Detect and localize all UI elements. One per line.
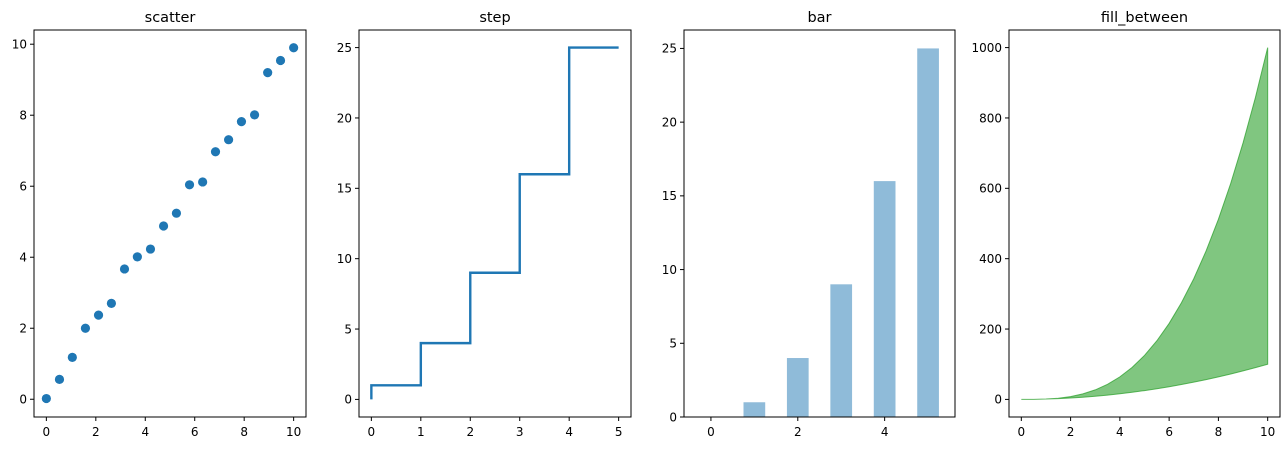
y-tick-label: 25 [337,41,352,55]
scatter-point [224,135,234,145]
x-tick-label: 2 [794,425,802,439]
y-tick-label: 6 [19,180,27,194]
plot-area [370,46,619,400]
x-tick-label: 1 [417,425,425,439]
x-tick-label: 10 [286,425,301,439]
scatter-point [263,68,273,78]
y-tick-label: 600 [979,182,1002,196]
bar [873,181,896,417]
x-tick-label: 4 [881,425,889,439]
y-tick-label: 25 [662,42,677,56]
fill-between-area [1021,47,1269,400]
bar [743,402,766,417]
scatter-point [93,310,104,320]
scatter-point [80,323,91,333]
subplot-scatter: 0 2 4 6 8 10 0 2 4 6 8 10 scatter [12,10,307,439]
scatter-point [210,147,221,157]
scatter-point [198,177,208,187]
scatter-point [249,110,260,120]
x-tick-label: 0 [368,425,376,439]
y-tick-label: 8 [19,109,27,123]
y-tick-label: 5 [669,337,677,351]
scatter-point [145,244,156,254]
y-tick-label: 10 [662,263,677,277]
scatter-point [236,117,247,127]
y-tick-label: 0 [19,393,27,407]
y-tick-label: 10 [12,38,27,52]
axes-frame [1008,29,1281,418]
y-tick-label: 0 [344,393,352,407]
subplot-title: step [479,10,510,26]
y-tick-label: 10 [337,252,352,266]
subplot-bar: 0 2 4 0 5 10 15 20 25 bar [662,10,956,439]
x-tick-label: 0 [707,425,715,439]
y-tick-label: 2 [19,322,27,336]
y-tick-label: 20 [662,115,677,129]
x-tick-label: 8 [240,425,248,439]
x-tick-label: 10 [1260,425,1275,439]
x-tick-label: 5 [615,425,623,439]
y-tick-label: 5 [344,322,352,336]
y-tick-label: 1000 [971,41,1002,55]
step-line [370,46,619,400]
axes-frame [33,29,307,418]
x-tick-label: 4 [565,425,573,439]
plot-area [743,48,939,418]
scatter-point [275,55,286,66]
axes-frame [683,29,956,418]
y-tick-label: 400 [979,252,1002,266]
bar [917,48,939,418]
scatter-point [158,221,169,231]
y-tick-label: 4 [19,251,27,265]
y-tick-label: 20 [337,111,352,125]
y-tick-label: 15 [662,189,677,203]
scatter-point [289,43,299,53]
scatter-point [41,393,51,404]
y-tick-label: 200 [979,322,1002,336]
subplot-step: 0 1 2 3 4 5 0 5 10 15 20 25 step [337,10,632,439]
y-tick-label: 0 [994,393,1002,407]
subplot-fill_between: 0 2 4 6 8 10 0 200 400 600 800 1000 fill_between [971,10,1281,439]
bar [830,284,853,417]
x-tick-label: 2 [92,425,100,439]
scatter-point [184,180,195,190]
x-tick-label: 6 [1165,425,1173,439]
plot-area [1021,47,1269,400]
y-tick-label: 800 [979,111,1002,125]
x-tick-label: 3 [516,425,524,439]
y-tick-label: 15 [337,182,352,196]
scatter-point [119,264,130,274]
subplot-title: scatter [145,10,196,26]
x-tick-label: 0 [43,425,51,439]
x-tick-label: 8 [1215,425,1223,439]
scatter-point [171,208,182,218]
scatter-point [67,352,77,362]
scatter-point [54,374,65,384]
x-tick-label: 2 [1067,425,1075,439]
scatter-point [106,298,116,308]
x-tick-label: 4 [1116,425,1124,439]
x-tick-label: 4 [141,425,149,439]
x-tick-label: 6 [191,425,199,439]
axes-frame [358,29,632,418]
subplot-title: bar [807,10,831,26]
y-tick-label: 0 [669,410,677,424]
plot-area [41,43,299,404]
x-tick-label: 2 [466,425,474,439]
subplot-title: fill_between [1101,10,1188,26]
scatter-point [132,252,142,262]
bar [786,358,809,417]
x-tick-label: 0 [1017,425,1025,439]
